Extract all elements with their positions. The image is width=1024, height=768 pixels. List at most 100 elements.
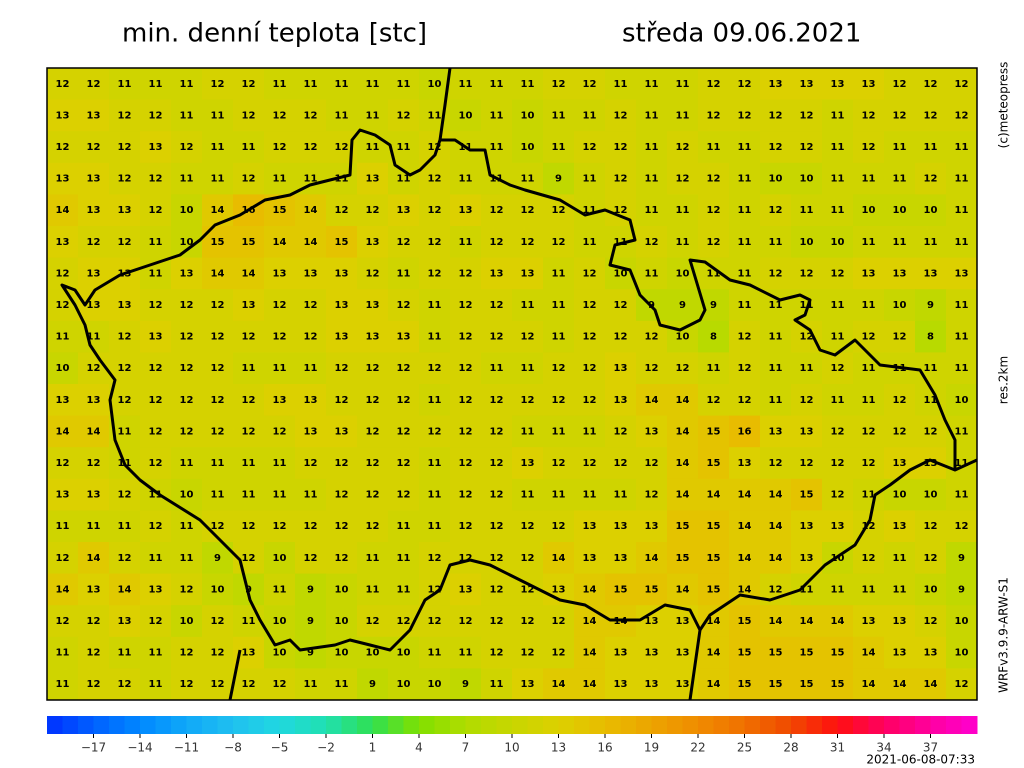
cell-value: 12	[676, 174, 690, 185]
grid-cell	[822, 668, 854, 701]
cell-value: 12	[924, 553, 938, 564]
grid-cell	[667, 573, 699, 606]
cell-value: 11	[552, 268, 566, 279]
cell-value: 11	[56, 332, 70, 343]
cell-value: 11	[614, 79, 628, 90]
cell-value: 14	[676, 458, 690, 469]
grid-cell	[326, 478, 358, 511]
grid-cell	[667, 447, 699, 480]
grid-cell	[698, 352, 730, 385]
grid-cell	[543, 542, 575, 575]
grid-cell	[853, 636, 885, 669]
cell-value: 11	[521, 363, 535, 374]
grid-cell	[543, 68, 575, 101]
cell-value: 14	[211, 205, 225, 216]
grid-cell	[295, 384, 327, 417]
grid-cell	[78, 226, 110, 259]
cell-value: 12	[459, 268, 473, 279]
cell-value: 14	[738, 521, 752, 532]
cell-value: 12	[769, 268, 783, 279]
cell-value: 13	[118, 205, 132, 216]
cell-value: 13	[87, 268, 101, 279]
cell-value: 11	[397, 174, 411, 185]
grid-cell	[915, 194, 947, 227]
grid-cell	[326, 668, 358, 701]
grid-cell	[667, 99, 699, 132]
cell-value: 12	[924, 616, 938, 627]
grid-cell	[481, 384, 513, 417]
grid-cell	[822, 99, 854, 132]
colorbar-segment	[589, 716, 606, 734]
cell-value: 12	[862, 110, 876, 121]
cell-value: 11	[87, 332, 101, 343]
cell-value: 11	[335, 110, 349, 121]
cell-value: 13	[645, 426, 659, 437]
grid-cell	[140, 384, 172, 417]
cell-value: 11	[893, 237, 907, 248]
grid-cell	[357, 131, 389, 164]
cell-value: 12	[893, 110, 907, 121]
cell-value: 12	[490, 458, 504, 469]
cell-value: 10	[831, 237, 845, 248]
grid-cell	[667, 162, 699, 195]
cell-value: 11	[800, 205, 814, 216]
grid-cell	[78, 415, 110, 448]
cell-value: 15	[769, 648, 783, 659]
cell-value: 10	[211, 584, 225, 595]
cell-value: 12	[459, 300, 473, 311]
grid-cell	[388, 573, 420, 606]
cell-value: 11	[211, 142, 225, 153]
cell-value: 14	[118, 584, 132, 595]
grid-cell	[791, 68, 823, 101]
cell-value: 11	[242, 490, 256, 501]
grid-cell	[636, 194, 668, 227]
cell-value: 12	[800, 142, 814, 153]
grid-cell	[171, 352, 203, 385]
cell-value: 14	[56, 426, 70, 437]
colorbar-segment	[341, 716, 358, 734]
grid-cell	[574, 668, 606, 701]
cell-value: 11	[583, 205, 597, 216]
grid-cell	[140, 510, 172, 543]
grid-cell	[171, 573, 203, 606]
cell-value: 12	[800, 395, 814, 406]
cell-value: 10	[893, 300, 907, 311]
grid-cell	[946, 320, 978, 353]
grid-cell	[605, 668, 637, 701]
cell-value: 13	[738, 458, 752, 469]
cell-value: 11	[583, 174, 597, 185]
cell-value: 13	[335, 268, 349, 279]
grid-cell	[822, 447, 854, 480]
cell-value: 11	[490, 363, 504, 374]
grid-cell	[760, 226, 792, 259]
cell-value: 12	[583, 395, 597, 406]
grid-cell	[388, 352, 420, 385]
colorbar-segment	[574, 716, 590, 734]
grid-cell	[295, 194, 327, 227]
grid-cell	[388, 226, 420, 259]
grid-cell	[698, 478, 730, 511]
colorbar-tick-label: 31	[830, 741, 845, 755]
colorbar-segment	[326, 716, 342, 734]
grid-cell	[233, 352, 265, 385]
grid-cell	[202, 68, 234, 101]
grid-cell	[574, 415, 606, 448]
grid-cell	[233, 68, 265, 101]
cell-value: 12	[428, 268, 442, 279]
cell-value: 11	[552, 426, 566, 437]
cell-value: 12	[800, 110, 814, 121]
cell-value: 13	[118, 616, 132, 627]
cell-value: 14	[552, 679, 566, 690]
cell-value: 11	[304, 363, 318, 374]
cell-value: 12	[862, 426, 876, 437]
grid-cell	[543, 320, 575, 353]
colorbar-segment	[93, 716, 110, 734]
colorbar-tick-label: 19	[644, 741, 659, 755]
cell-value: 10	[56, 363, 70, 374]
cell-value: 12	[118, 142, 132, 153]
cell-value: 12	[769, 142, 783, 153]
cell-value: 12	[614, 174, 628, 185]
grid-cell	[450, 447, 482, 480]
grid-cell	[698, 542, 730, 575]
cell-value: 12	[335, 363, 349, 374]
